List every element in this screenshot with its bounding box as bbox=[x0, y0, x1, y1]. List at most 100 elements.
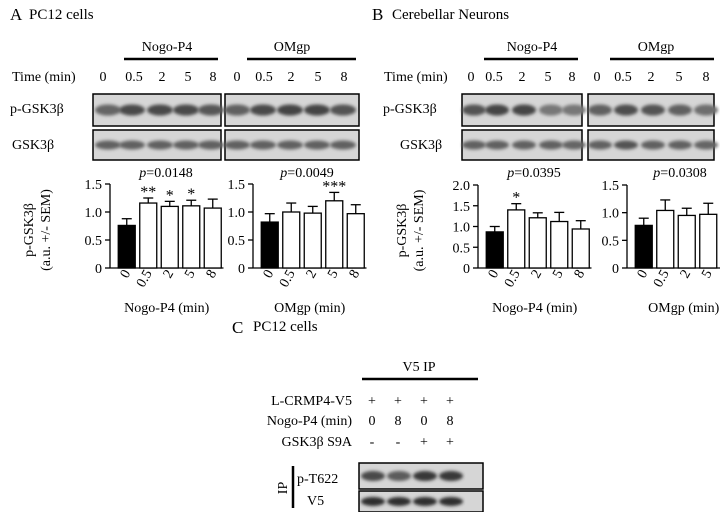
panel-a-blots bbox=[92, 93, 360, 161]
panel-b-pgsk-left-band-1 bbox=[485, 104, 509, 116]
panel-b-pgsk-left-band-2 bbox=[512, 104, 536, 116]
panel-b-time-3: 5 bbox=[545, 70, 552, 85]
panel-c-pt622-band-0 bbox=[361, 471, 385, 481]
x-axis-label: Nogo-P4 (min) bbox=[492, 301, 578, 316]
bar-0.5 bbox=[139, 202, 158, 269]
condition-value: + bbox=[446, 435, 454, 450]
condition-value: 0 bbox=[369, 414, 376, 429]
panel-b-row1-label: p-GSK3β bbox=[383, 102, 437, 117]
bar-2 bbox=[303, 212, 322, 269]
x-tick-label: 8 bbox=[347, 268, 363, 282]
panel-c-v5 bbox=[358, 490, 484, 512]
panel-b-pgsk-right-band-0 bbox=[588, 104, 612, 116]
x-tick-label: 0.5 bbox=[134, 268, 156, 291]
y-tick-label: 1.5 bbox=[602, 179, 620, 194]
bar-5 bbox=[699, 213, 718, 269]
panel-a-gsk-right-band-4 bbox=[330, 140, 356, 150]
panel-a-gsk-right bbox=[224, 129, 360, 161]
panel-a-gsk-left bbox=[92, 129, 224, 161]
x-tick-label: 8 bbox=[204, 268, 220, 282]
panel-b-pgsk-right-band-3 bbox=[668, 104, 692, 116]
condition-value: + bbox=[394, 394, 402, 409]
panel-b-gsk-right-band-2 bbox=[641, 140, 665, 150]
bar-0.5 bbox=[282, 211, 301, 269]
panel-c-pt622 bbox=[358, 462, 484, 490]
panel-a-time-6: 0.5 bbox=[255, 70, 273, 85]
blot-label-v5: V5 bbox=[307, 494, 324, 509]
panel-b-gsk-right-band-0 bbox=[588, 140, 612, 150]
x-axis-label: OMgp (min) bbox=[274, 301, 346, 316]
x-tick-label: 2 bbox=[304, 268, 320, 282]
significance-mark: *** bbox=[322, 178, 346, 195]
condition-label: Nogo-P4 (min) bbox=[267, 414, 353, 429]
panel-b-pgsk-right bbox=[587, 93, 718, 127]
panel-c-v5-band-0 bbox=[361, 497, 385, 506]
significance-mark: * bbox=[187, 186, 195, 203]
panel-a-pgsk-left bbox=[92, 93, 224, 127]
panel-a-time-label: Time (min) bbox=[12, 70, 76, 85]
x-tick-label: 0 bbox=[118, 268, 134, 282]
y-axis-label: p-GSK3β bbox=[395, 204, 410, 258]
panel-a-pgsk-right-band-4 bbox=[330, 104, 356, 116]
panel-c-pt622-band-2 bbox=[413, 471, 437, 481]
panel-b-time-5: 0 bbox=[594, 70, 601, 85]
panel-b-gsk-left-band-3 bbox=[539, 140, 563, 150]
panel-a-pgsk-right bbox=[224, 93, 360, 127]
panel-b-pgsk-left-band-4 bbox=[562, 104, 586, 116]
bar-8 bbox=[571, 228, 590, 269]
condition-label: L-CRMP4-V5 bbox=[271, 394, 352, 409]
condition-value: - bbox=[370, 435, 375, 450]
panel-a-title: PC12 cells bbox=[29, 7, 94, 23]
y-tick-label: 0.5 bbox=[453, 241, 471, 256]
panel-c-ip-side-label: IP bbox=[276, 482, 291, 495]
panel-b-gsk-right-band-1 bbox=[614, 140, 638, 150]
panel-c-pt622-band-3 bbox=[439, 471, 463, 481]
panel-b-group1-label: Nogo-P4 bbox=[507, 40, 558, 55]
panel-b-time-2: 2 bbox=[519, 70, 526, 85]
panel-a-gsk-left-band-2 bbox=[147, 140, 173, 150]
panel-b-gsk-right-band-4 bbox=[694, 140, 718, 150]
panel-b-time-7: 2 bbox=[648, 70, 655, 85]
y-axis-label: p-GSK3β bbox=[22, 203, 37, 257]
bar-0 bbox=[485, 231, 504, 269]
x-tick-label: 0.5 bbox=[651, 268, 673, 291]
panel-a-time-9: 8 bbox=[341, 70, 348, 85]
bar-8 bbox=[203, 207, 222, 269]
panel-a-pgsk-right-band-1 bbox=[250, 104, 276, 116]
significance-mark: * bbox=[512, 190, 520, 207]
x-tick-label: 8 bbox=[572, 268, 588, 282]
y-tick-label: 1.0 bbox=[453, 221, 471, 236]
x-tick-label: 2 bbox=[678, 268, 694, 282]
panel-a-time-5: 0 bbox=[234, 70, 241, 85]
bar-0.5 bbox=[656, 209, 675, 269]
x-tick-label: 2 bbox=[161, 268, 177, 282]
panel-a-letter: A bbox=[10, 5, 23, 24]
bar-5 bbox=[325, 200, 344, 269]
x-tick-label: 5 bbox=[699, 268, 715, 282]
bar-0.5 bbox=[507, 209, 526, 269]
bar-5 bbox=[550, 220, 569, 269]
condition-value: + bbox=[420, 435, 428, 450]
y-tick-label: 2.0 bbox=[453, 179, 471, 194]
panel-c-v5-band-3 bbox=[439, 497, 463, 506]
y-tick-label: 0 bbox=[238, 262, 245, 277]
condition-value: + bbox=[368, 394, 376, 409]
y-tick-label: 1.5 bbox=[453, 200, 471, 215]
panel-a-pgsk-left-band-2 bbox=[147, 104, 173, 116]
y-tick-label: 0 bbox=[612, 262, 619, 277]
y-tick-label: 0.5 bbox=[228, 234, 246, 249]
panel-a-time-8: 5 bbox=[315, 70, 322, 85]
panel-a-gsk-right-band-1 bbox=[250, 140, 276, 150]
panel-b-pgsk-right-band-4 bbox=[694, 104, 718, 116]
p-value-label: p=0.0148 bbox=[138, 166, 192, 181]
panel-b-gsk-left bbox=[461, 129, 586, 161]
panel-a-time-7: 2 bbox=[288, 70, 295, 85]
panel-a-pgsk-right-band-3 bbox=[304, 104, 330, 116]
panel-a-group1-label: Nogo-P4 bbox=[142, 40, 193, 55]
panel-a-gsk-left-band-4 bbox=[198, 140, 224, 150]
y-tick-label: 0.5 bbox=[602, 234, 620, 249]
panel-b-gsk-left-band-0 bbox=[462, 140, 486, 150]
panel-a-gsk-right-band-2 bbox=[277, 140, 303, 150]
